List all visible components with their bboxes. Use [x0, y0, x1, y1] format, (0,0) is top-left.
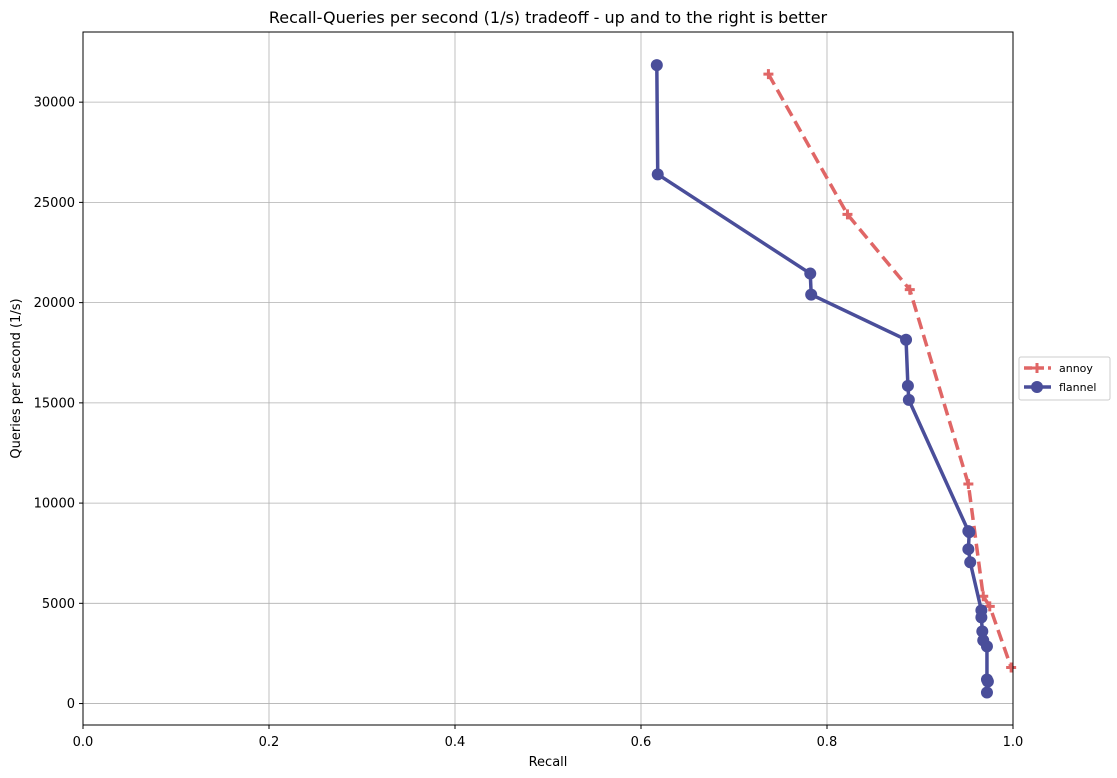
data-point-flannel — [902, 393, 915, 406]
y-tick-label: 25000 — [34, 196, 75, 211]
x-tick-label: 0.8 — [817, 735, 838, 750]
data-point-flannel — [805, 288, 818, 301]
y-tick-label: 15000 — [34, 396, 75, 411]
y-tick-label: 10000 — [34, 497, 75, 512]
data-point-flannel — [980, 640, 993, 653]
data-point-flannel — [980, 686, 993, 699]
data-point-flannel — [651, 168, 664, 181]
data-point-annoy — [842, 209, 853, 220]
data-point-flannel — [901, 379, 914, 392]
x-axis-label: Recall — [529, 755, 568, 770]
legend: annoy flannel — [1018, 356, 1111, 401]
x-tick-label: 0.4 — [445, 735, 466, 750]
data-point-flannel — [650, 59, 663, 72]
data-point-flannel — [981, 675, 994, 688]
x-tick-label: 0.6 — [631, 735, 652, 750]
ticks: 0.0 0.2 0.4 0.6 0.8 1.0 0 5000 10000 15000 20000 25… — [34, 96, 1024, 750]
data-point-annoy — [763, 69, 774, 80]
data-point-annoy — [963, 479, 974, 490]
data-point-flannel — [964, 556, 977, 569]
x-tick-label: 1.0 — [1003, 735, 1024, 750]
data-point-annoy — [1006, 662, 1017, 673]
data-point-flannel — [963, 526, 976, 539]
series-layer — [650, 59, 1017, 699]
x-tick-label: 0.0 — [73, 735, 94, 750]
x-tick-label: 0.2 — [259, 735, 280, 750]
data-point-flannel — [900, 333, 913, 346]
y-tick-label: 30000 — [34, 96, 75, 111]
data-point-flannel — [975, 611, 988, 624]
data-point-flannel — [962, 543, 975, 556]
y-tick-label: 20000 — [34, 296, 75, 311]
data-point-annoy — [984, 601, 995, 612]
legend-marker-annoy — [1032, 363, 1042, 373]
legend-label-flannel: flannel — [1059, 381, 1096, 394]
y-axis-label: Queries per second (1/s) — [9, 298, 24, 458]
legend-label-annoy: annoy — [1059, 362, 1093, 375]
series-flannel — [650, 59, 994, 699]
legend-marker-flannel — [1031, 381, 1043, 393]
data-point-flannel — [976, 625, 989, 638]
chart-title: Recall-Queries per second (1/s) tradeoff… — [269, 8, 828, 27]
data-point-flannel — [804, 267, 817, 280]
plot-frame — [82, 31, 1014, 726]
y-tick-label: 5000 — [42, 597, 75, 612]
y-tick-label: 0 — [67, 697, 75, 712]
data-point-annoy — [904, 284, 915, 295]
